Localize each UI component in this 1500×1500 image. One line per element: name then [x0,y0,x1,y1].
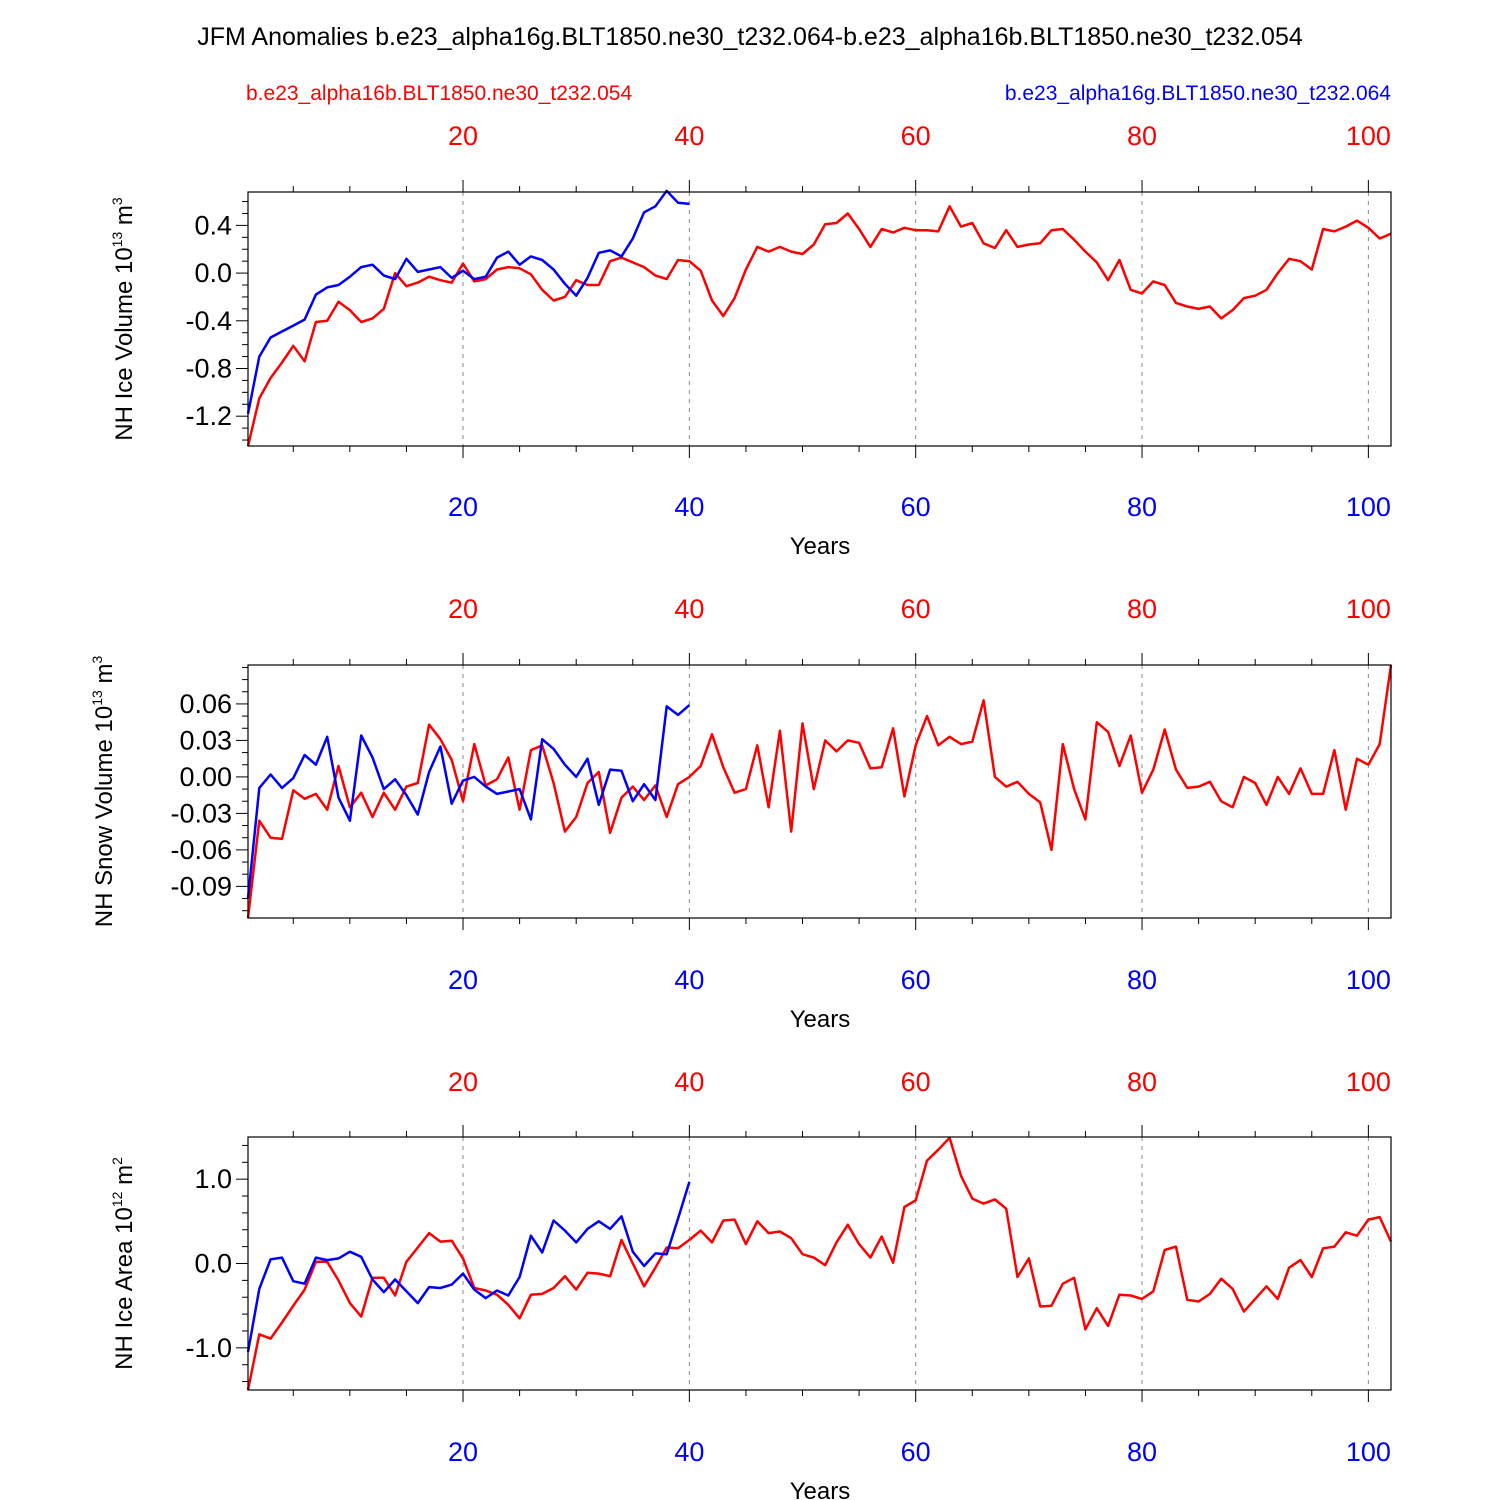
x-tick-label-bottom: 20 [448,492,478,522]
x-tick-label-top: 40 [674,1067,704,1097]
x-tick-label-bottom: 80 [1127,492,1157,522]
x-tick-label-bottom: 40 [674,965,704,995]
series-line-red [246,205,1392,447]
x-tick-label-top: 20 [448,1067,478,1097]
x-tick-label-bottom: 20 [448,1437,478,1467]
x-tick-label-top: 60 [901,121,931,151]
y-axis-label: NH Ice Volume 1013 m3 [109,197,138,441]
y-tick-label: 0.06 [179,689,232,719]
x-tick-label-top: 80 [1127,121,1157,151]
plot-frame [247,1136,1392,1391]
x-tick-label-bottom: 20 [448,965,478,995]
x-tick-label-bottom: 100 [1346,1437,1391,1467]
chart-panel-1: -1.2 -0.8 -0.4 0.0 0.4 20 20 40 40 60 60 80 80 100 100… [109,121,1392,560]
y-tick-label: -0.06 [170,835,232,865]
x-tick-label-top: 80 [1127,1067,1157,1097]
x-tick-label-top: 20 [448,121,478,151]
x-tick-label-bottom: 40 [674,1437,704,1467]
chart-panel-3: -1.0 0.0 1.0 20 20 40 40 60 60 80 80 100 100 Years NH … [109,1067,1393,1500]
y-tick-label: 0.4 [194,210,232,240]
x-tick-label-top: 80 [1127,594,1157,624]
legend-red-label: b.e23_alpha16b.BLT1850.ne30_t232.054 [246,82,632,105]
y-tick-label: 0.0 [194,258,232,288]
y-tick-label: -1.2 [185,401,232,431]
y-axis-label: NH Ice Area 1012 m2 [109,1157,138,1370]
x-tick-label-bottom: 80 [1127,965,1157,995]
y-tick-label: -0.4 [185,306,232,336]
chart-panel-2: -0.09 -0.06 -0.03 0.00 0.03 0.06 20 20 40 40 60 60 8… [89,594,1393,1033]
y-tick-label: 0.00 [179,762,232,792]
x-tick-label-top: 100 [1346,594,1391,624]
x-tick-label-top: 20 [448,594,478,624]
x-axis-label: Years [790,1006,851,1033]
series-line-blue [246,704,691,899]
plot-frame [247,664,1392,919]
y-tick-label: 0.03 [179,725,232,755]
y-tick-label: 1.0 [194,1164,232,1194]
x-tick-label-top: 40 [674,594,704,624]
y-tick-label: -0.03 [170,798,232,828]
x-axis-label: Years [790,1478,851,1500]
x-tick-label-top: 100 [1346,1067,1391,1097]
legend-blue-label: b.e23_alpha16g.BLT1850.ne30_t232.064 [1005,82,1391,105]
x-tick-label-bottom: 100 [1346,492,1391,522]
y-tick-label: -0.09 [170,871,232,901]
y-tick-label: -0.8 [185,353,232,383]
x-tick-label-bottom: 80 [1127,1437,1157,1467]
x-tick-label-bottom: 40 [674,492,704,522]
x-tick-label-bottom: 60 [901,965,931,995]
x-axis-label: Years [790,533,851,560]
x-tick-label-top: 100 [1346,121,1391,151]
x-tick-label-top: 40 [674,121,704,151]
y-axis-label: NH Snow Volume 1013 m3 [89,656,118,928]
series-line-red [246,664,1393,919]
series-line-blue [246,1181,691,1353]
x-tick-label-bottom: 60 [901,1437,931,1467]
series-line-blue [246,189,690,415]
series-line-red [246,1136,1393,1391]
x-tick-label-top: 60 [901,594,931,624]
y-tick-label: -1.0 [185,1333,232,1363]
x-tick-label-top: 60 [901,1067,931,1097]
x-tick-label-bottom: 100 [1346,965,1391,995]
figure-title: JFM Anomalies b.e23_alpha16g.BLT1850.ne3… [197,23,1303,51]
plot-frame [247,191,1392,447]
y-tick-label: 0.0 [194,1249,232,1279]
chart-panels: -1.2 -0.8 -0.4 0.0 0.4 20 20 40 40 60 60 80 80 100 100… [89,121,1393,1500]
x-tick-label-bottom: 60 [901,492,931,522]
